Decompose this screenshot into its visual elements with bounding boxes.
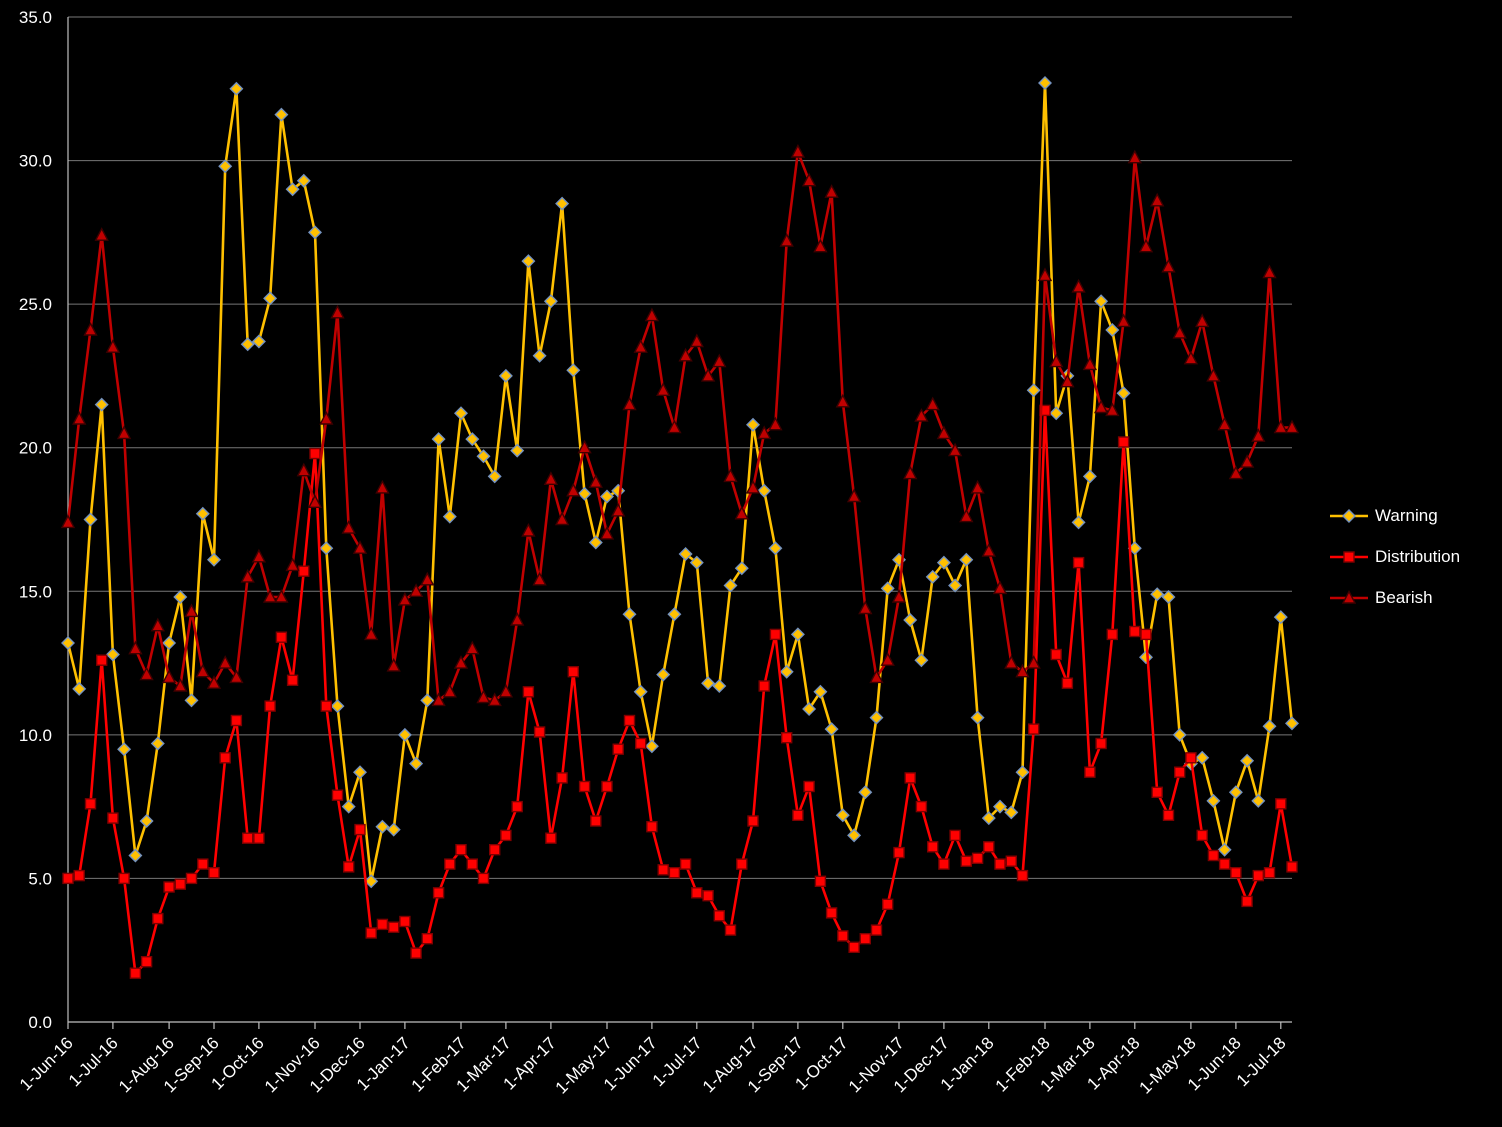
y-gridlines xyxy=(68,16,1292,1023)
series-warning xyxy=(61,76,1299,889)
distribution-line-square-icon xyxy=(1330,551,1368,563)
warning-line-diamond-icon xyxy=(1330,509,1368,523)
svg-text:35.0: 35.0 xyxy=(19,8,52,27)
legend-item-bearish[interactable]: Bearish xyxy=(1330,588,1460,608)
legend-label-distribution: Distribution xyxy=(1375,547,1461,566)
series-bearish xyxy=(60,143,1300,707)
y-axis-labels: 0.0 5.0 10.0 15.0 20.0 25.0 30.0 35.0 xyxy=(19,8,52,1032)
legend: Warning Distribution Bearish xyxy=(1330,506,1460,608)
svg-text:25.0: 25.0 xyxy=(19,295,52,314)
svg-text:1-Jul-18: 1-Jul-18 xyxy=(1233,1033,1290,1090)
bearish-line-triangle-icon xyxy=(1330,590,1368,604)
legend-label-bearish: Bearish xyxy=(1375,588,1433,607)
svg-text:20.0: 20.0 xyxy=(19,439,52,458)
legend-item-warning[interactable]: Warning xyxy=(1330,506,1460,526)
svg-text:0.0: 0.0 xyxy=(28,1013,52,1032)
svg-text:1-Jul-17: 1-Jul-17 xyxy=(649,1033,706,1090)
svg-text:15.0: 15.0 xyxy=(19,582,52,601)
svg-text:1-Jun-16: 1-Jun-16 xyxy=(16,1033,77,1094)
legend-label-warning: Warning xyxy=(1375,506,1438,525)
svg-text:10.0: 10.0 xyxy=(19,726,52,745)
series-distribution xyxy=(62,404,1298,979)
svg-text:30.0: 30.0 xyxy=(19,152,52,171)
svg-text:5.0: 5.0 xyxy=(28,869,52,888)
legend-item-distribution[interactable]: Distribution xyxy=(1330,547,1460,567)
svg-text:1-Jul-16: 1-Jul-16 xyxy=(65,1033,122,1090)
x-axis-labels: 1-Jun-161-Jul-161-Aug-161-Sep-161-Oct-16… xyxy=(16,1022,1290,1098)
